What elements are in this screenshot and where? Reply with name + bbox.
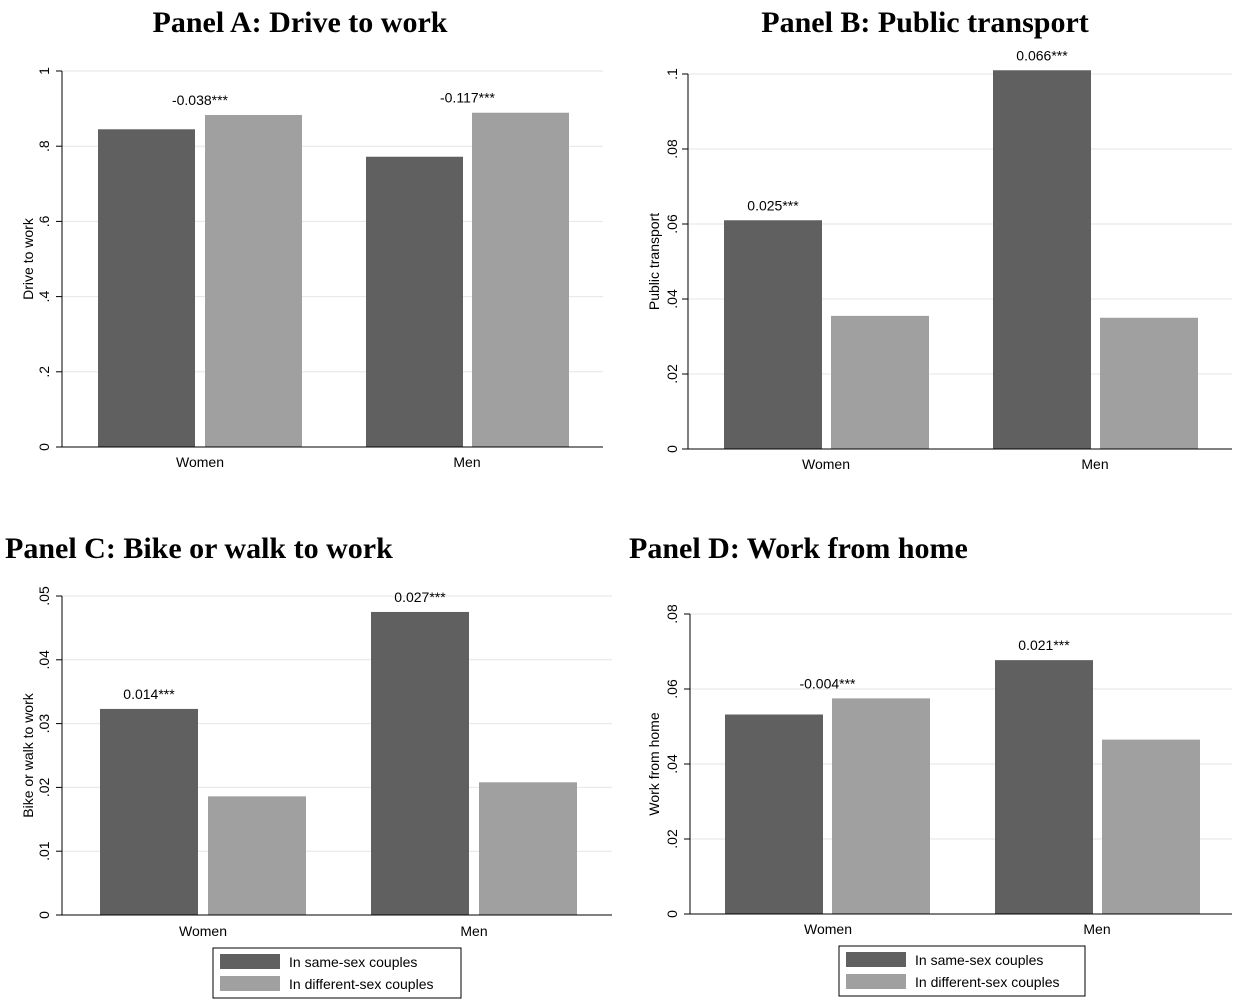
legend-label: In same-sex couples [289, 954, 417, 970]
bar-men-different-sex [479, 782, 577, 915]
category-label: Men [1083, 921, 1110, 937]
legend: In same-sex couples In different-sex coup… [838, 945, 1086, 997]
legend-swatch [220, 954, 280, 969]
difference-annotation: -0.117*** [440, 90, 496, 106]
legend-swatch [220, 976, 280, 991]
difference-annotation: 0.021*** [1018, 637, 1070, 653]
category-label: Women [179, 923, 227, 939]
legend-swatch [846, 952, 906, 967]
difference-annotation: 0.066*** [1016, 47, 1068, 63]
legend-swatch [846, 974, 906, 989]
panel-title: Panel B: Public transport [761, 6, 1089, 39]
difference-annotation: -0.004*** [799, 675, 856, 691]
y-tick-label: 0 [664, 910, 680, 918]
bar-men-same-sex [993, 70, 1091, 449]
y-axis-title: Drive to work [20, 217, 36, 300]
category-label: Women [176, 454, 224, 470]
y-tick-label: .08 [664, 604, 680, 624]
bar-men-same-sex [371, 611, 469, 915]
y-tick-label: .03 [36, 714, 52, 734]
bar-men-different-sex [1102, 739, 1200, 914]
y-tick-label: .4 [36, 291, 52, 303]
bar-women-different-sex [832, 698, 930, 914]
bar-women-different-sex [831, 315, 929, 449]
y-tick-label: .8 [36, 140, 52, 152]
panel-title: Panel D: Work from home [629, 532, 968, 565]
legend-label: In same-sex couples [915, 952, 1043, 968]
bar-men-different-sex [1100, 317, 1198, 449]
panel-title: Panel A: Drive to work [153, 6, 448, 39]
category-label: Women [802, 456, 850, 472]
bar-women-same-sex [100, 708, 198, 915]
y-tick-label: .04 [664, 754, 680, 774]
y-tick-label: .05 [36, 586, 52, 606]
bar-women-same-sex [724, 220, 822, 449]
difference-annotation: 0.027*** [394, 589, 446, 605]
y-tick-label: .02 [664, 829, 680, 849]
y-tick-label: .06 [664, 214, 680, 234]
bar-men-same-sex [995, 660, 1093, 914]
y-tick-label: 1 [36, 67, 52, 75]
y-tick-label: 0 [36, 911, 52, 919]
difference-annotation: -0.038*** [172, 92, 229, 108]
difference-annotation: 0.025*** [747, 197, 799, 213]
panel-b: Panel B: Public transport 0 .02 .04 .06 .08 .1… [646, 6, 1232, 472]
panel-title: Panel C: Bike or walk to work [5, 532, 393, 565]
category-label: Men [453, 454, 480, 470]
bar-women-different-sex [208, 796, 306, 915]
difference-annotation: 0.014*** [123, 686, 175, 702]
y-tick-label: .01 [36, 841, 52, 861]
y-tick-label: .02 [36, 777, 52, 797]
panel-c: Panel C: Bike or walk to work 0 .01 .02 .03.… [5, 532, 612, 939]
category-label: Women [804, 921, 852, 937]
panel-a: Panel A: Drive to work 0 .2 .4 .6 .8 1 Drive to… [20, 6, 603, 470]
y-tick-label: 0 [36, 443, 52, 451]
y-tick-label: 0 [664, 445, 680, 453]
category-label: Men [460, 923, 487, 939]
y-tick-label: .6 [36, 215, 52, 227]
bar-women-same-sex [98, 129, 195, 447]
y-tick-label: .04 [36, 650, 52, 670]
y-axis-title: Work from home [646, 712, 662, 815]
y-tick-label: .06 [664, 679, 680, 699]
y-tick-label: .02 [664, 364, 680, 384]
bar-men-different-sex [472, 112, 569, 448]
bar-men-same-sex [366, 156, 463, 447]
legend-label: In different-sex couples [289, 976, 434, 992]
y-tick-label: .04 [664, 289, 680, 309]
legend: In same-sex couples In different-sex coup… [212, 947, 462, 999]
y-tick-label: .08 [664, 139, 680, 159]
legend-label: In different-sex couples [915, 974, 1060, 990]
y-axis-title: Public transport [646, 213, 662, 310]
y-tick-label: .2 [36, 366, 52, 378]
y-axis-title: Bike or walk to work [20, 692, 36, 817]
category-label: Men [1081, 456, 1108, 472]
y-tick-label: .1 [664, 68, 680, 80]
panel-d: Panel D: Work from home 0 .02 .04 .06 .08 Work… [629, 532, 1232, 937]
bar-women-different-sex [205, 114, 302, 447]
bar-women-same-sex [725, 714, 823, 914]
